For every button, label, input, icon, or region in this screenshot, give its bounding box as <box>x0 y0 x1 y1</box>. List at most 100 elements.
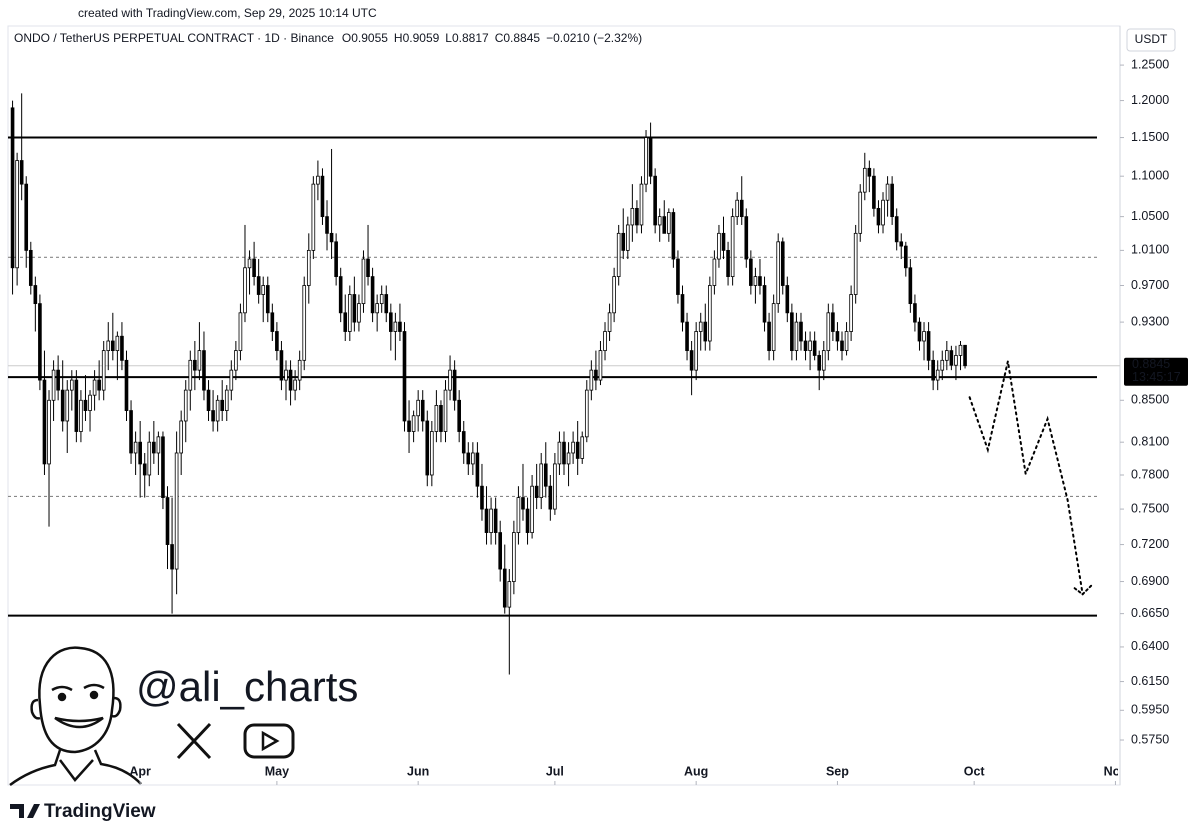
y-tick-label: 0.6900 <box>1131 574 1169 588</box>
candle-body <box>534 485 539 498</box>
candle-body <box>612 276 616 314</box>
candle-body <box>507 581 512 608</box>
candle-body <box>407 420 411 432</box>
candle-body <box>831 312 835 332</box>
x-tick-label: Oct <box>964 764 986 778</box>
candle-body <box>667 212 671 234</box>
candle-body <box>270 312 275 332</box>
candle-body <box>903 245 908 269</box>
candle-body <box>580 436 585 459</box>
candle-body <box>206 389 211 411</box>
candle-body <box>853 232 858 295</box>
candle-body <box>416 399 420 417</box>
candle-body <box>106 340 111 352</box>
candle-body <box>735 199 739 218</box>
candle-body <box>398 321 402 332</box>
candle-body <box>120 335 124 361</box>
candle-body <box>443 389 448 432</box>
candle-body <box>844 331 849 352</box>
candle-body <box>817 355 822 371</box>
projection-arrowhead <box>1073 583 1094 596</box>
candle-body <box>24 183 29 251</box>
candle-body <box>389 312 393 332</box>
candle-body <box>890 183 894 218</box>
candle-body <box>238 312 243 352</box>
candle-body <box>38 303 42 381</box>
candle-body <box>762 285 767 323</box>
candle-body <box>958 344 963 356</box>
candle-body <box>744 216 749 260</box>
candle-body <box>881 199 885 226</box>
candle-body <box>275 331 279 352</box>
candle-body <box>530 485 534 533</box>
candle-body <box>92 379 97 396</box>
candle-body <box>653 175 657 226</box>
price-tag-value: 0.8845 <box>1132 357 1170 371</box>
candle-body <box>402 331 407 422</box>
x-tick-label: Aug <box>684 764 708 778</box>
candle-body <box>712 258 717 286</box>
candle-body <box>56 369 60 391</box>
candle-body <box>288 369 293 391</box>
candle-body <box>247 258 252 269</box>
y-tick-label: 0.6650 <box>1131 606 1169 620</box>
candle-body <box>922 331 926 342</box>
candle-body <box>261 285 266 295</box>
candle-body <box>69 379 74 391</box>
candle-body <box>876 207 881 226</box>
candle-body <box>594 369 598 381</box>
candle-body <box>284 369 288 381</box>
y-tick-label: 1.0100 <box>1131 243 1169 257</box>
candle-body <box>215 399 220 422</box>
brand-logo <box>10 804 40 818</box>
x-tick-label: May <box>265 764 289 778</box>
x-tick-label: Sep <box>826 764 849 778</box>
x-tick-label: Apr <box>129 764 151 778</box>
candle-body <box>174 452 179 570</box>
candle-body <box>229 369 234 391</box>
y-tick-label: 1.2000 <box>1131 93 1169 107</box>
legend-value: C0.8845 <box>495 31 541 45</box>
candle-body <box>311 183 316 251</box>
candle-body <box>347 294 352 332</box>
candle-body <box>676 258 680 295</box>
candle-body <box>480 485 484 510</box>
candle-body <box>557 441 562 465</box>
candle-body <box>885 183 890 201</box>
candle-body <box>739 199 744 218</box>
price-tag <box>1124 357 1188 386</box>
candle-body <box>179 420 183 454</box>
brand: TradingView <box>44 801 156 822</box>
candle-body <box>840 340 844 352</box>
candle-body <box>835 331 840 342</box>
plot <box>8 93 1120 675</box>
candle-body <box>475 452 480 487</box>
y-tick-label: 0.5750 <box>1131 732 1169 746</box>
candle-body <box>224 389 229 411</box>
candle-body <box>165 497 170 545</box>
candle-body <box>51 369 56 401</box>
x-tick-label: Jun <box>407 764 429 778</box>
candle-body <box>329 232 334 243</box>
x-tick-label: Nov <box>1104 764 1128 778</box>
candle-body <box>694 331 698 371</box>
candle-body <box>749 258 753 286</box>
candle-body <box>306 249 311 286</box>
y-tick-label: 1.1500 <box>1131 130 1169 144</box>
candle-body <box>940 359 945 371</box>
candle-body <box>512 532 516 582</box>
candle-body <box>780 241 785 286</box>
candle-body <box>954 355 958 366</box>
projection <box>968 361 1084 596</box>
candle-body <box>603 331 607 352</box>
y-tick-label: 0.9700 <box>1131 278 1169 292</box>
candle-body <box>111 340 115 352</box>
candle-body <box>913 303 917 323</box>
legend-values: O0.9055 H0.9059 L0.8817 C0.8845 −0.0210 (−2.… <box>342 31 642 45</box>
x-tick-label: Jul <box>546 764 564 778</box>
candle-body <box>47 399 51 465</box>
candle-body <box>516 497 521 533</box>
candle-body <box>894 216 899 243</box>
candle-body <box>630 207 635 226</box>
